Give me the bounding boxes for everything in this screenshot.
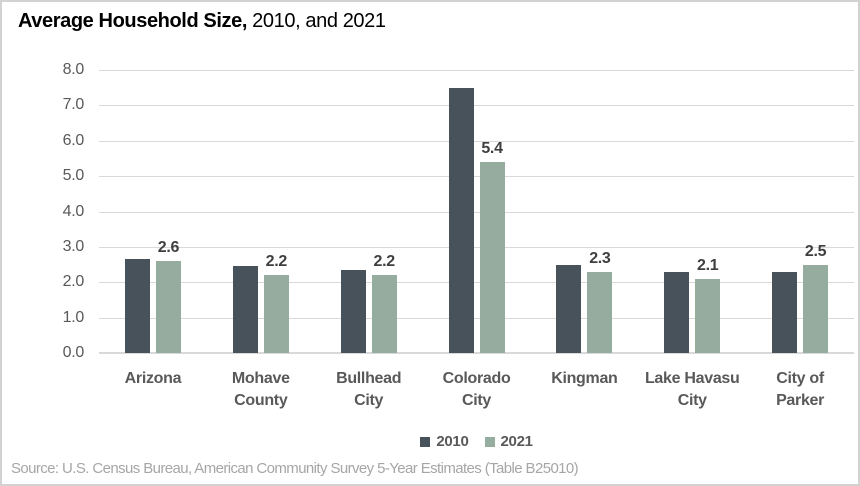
bar-2010: [664, 271, 690, 353]
bar-2021: 2.2: [263, 253, 289, 353]
bar-2010: [772, 271, 798, 353]
bar-group-bullhead-city: 2.2: [315, 70, 423, 353]
x-label-colorado-city: Colorado City: [442, 370, 511, 410]
bar-groups: 2.6 2.2 2.2 5.4: [99, 70, 854, 353]
y-tick: 7.0: [62, 96, 85, 114]
y-tick: 3.0: [62, 237, 85, 255]
y-tick: 1.0: [62, 308, 85, 326]
gridline: [99, 70, 854, 71]
gridline: [99, 317, 854, 319]
legend-swatch-2021: [484, 436, 495, 447]
legend: 2010 2021: [99, 433, 854, 450]
legend-item-2021: 2021: [484, 433, 533, 450]
y-axis: 8.0 7.0 6.0 5.0 4.0 3.0 2.0 1.0 0.0: [40, 61, 85, 361]
gridline: [99, 211, 854, 213]
y-tick: 8.0: [62, 61, 85, 78]
bar-2010: [340, 269, 366, 353]
bar-2021: 2.2: [371, 253, 397, 353]
data-label: 2.6: [157, 239, 180, 257]
chart-title-regular: 2010, and 2021: [247, 10, 386, 32]
x-axis-baseline: [99, 352, 854, 354]
x-label-arizona: Arizona: [124, 370, 182, 387]
x-axis-labels: Arizona Mohave County Bullhead City Colo…: [99, 368, 854, 413]
y-tick: 6.0: [62, 131, 85, 149]
data-label: 5.4: [481, 139, 503, 157]
bar-group-arizona: 2.6: [99, 70, 207, 353]
y-tick: 4.0: [62, 202, 85, 220]
chart-title-bold: Average Household Size,: [18, 10, 248, 32]
bar-group-mohave-county: 2.2: [207, 70, 315, 353]
data-label: 2.3: [589, 249, 611, 267]
legend-swatch-2010: [420, 436, 431, 447]
data-label: 2.2: [373, 253, 395, 271]
bar-2021: 2.3: [587, 250, 613, 353]
gridline: [99, 140, 854, 142]
bar-group-kingman: 2.3: [530, 70, 638, 353]
bar-2021: 2.6: [155, 239, 181, 353]
x-label-bullhead-city: Bullhead City: [336, 370, 402, 410]
gridline: [99, 246, 854, 248]
x-label-kingman: Kingman: [551, 370, 618, 387]
x-label-mohave-county: Mohave County: [231, 370, 290, 410]
legend-label-2021: 2021: [500, 433, 533, 450]
bar-2021: 5.4: [479, 140, 505, 353]
gridline: [99, 105, 854, 107]
y-tick: 0.0: [62, 344, 85, 361]
bar-2010: [556, 264, 582, 353]
plot-area: 2.6 2.2 2.2 5.4: [99, 70, 854, 354]
bar-group-lake-havasu-city: 2.1: [638, 70, 746, 353]
data-label: 2.2: [265, 253, 288, 271]
bar-group-city-of-parker: 2.5: [746, 70, 854, 353]
data-label: 2.5: [804, 242, 827, 260]
source-note: Source: U.S. Census Bureau, American Com…: [11, 460, 579, 477]
gridline: [99, 282, 854, 284]
gridline: [99, 176, 854, 178]
chart-title: Average Household Size, 2010, and 2021: [18, 10, 386, 33]
bar-2010: [448, 87, 474, 353]
legend-label-2010: 2010: [436, 433, 469, 450]
x-label-city-of-parker: City of Parker: [776, 370, 825, 410]
bar-2021: 2.5: [803, 243, 829, 353]
bar-2021: 2.1: [695, 257, 721, 353]
legend-item-2010: 2010: [420, 433, 469, 450]
bar-2010: [124, 259, 150, 353]
bar-group-colorado-city: 5.4: [423, 70, 531, 353]
bar-2010: [232, 266, 258, 353]
data-label: 2.1: [697, 256, 719, 274]
y-tick: 2.0: [62, 273, 85, 291]
y-tick: 5.0: [62, 167, 85, 185]
x-label-lake-havasu-city: Lake Havasu City: [644, 370, 740, 410]
